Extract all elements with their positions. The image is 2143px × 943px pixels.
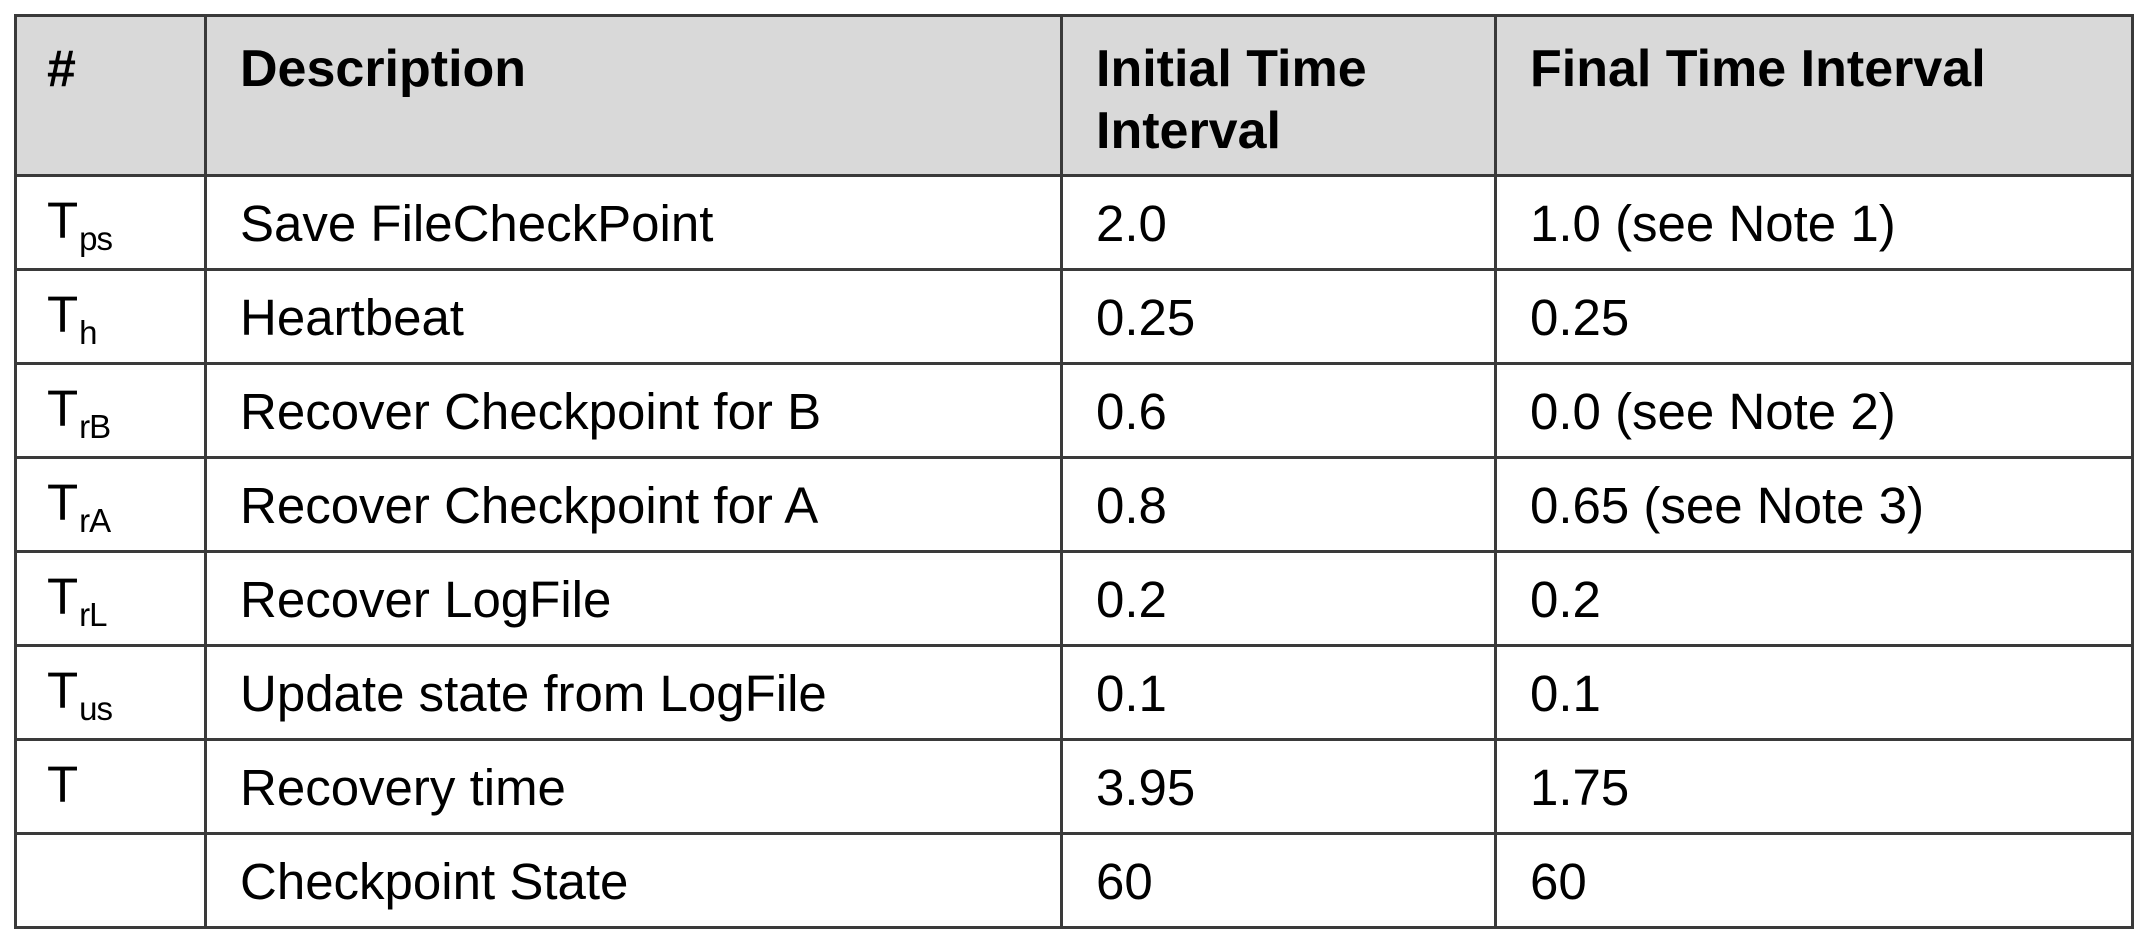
table-row: TrA Recover Checkpoint for A 0.8 0.65 (s… bbox=[14, 456, 2134, 553]
final-time-cell: 60 bbox=[1494, 832, 2134, 929]
symbol-cell bbox=[14, 832, 207, 929]
symbol-subscript: us bbox=[79, 689, 113, 727]
table-row: TrB Recover Checkpoint for B 0.6 0.0 (se… bbox=[14, 362, 2134, 459]
final-time-cell: 1.75 bbox=[1494, 738, 2134, 835]
final-time-cell: 0.1 bbox=[1494, 644, 2134, 741]
description-cell: Save FileCheckPoint bbox=[204, 174, 1063, 271]
table-row: Th Heartbeat 0.25 0.25 bbox=[14, 268, 2134, 365]
initial-time-cell: 0.2 bbox=[1060, 550, 1497, 647]
description-cell: Recovery time bbox=[204, 738, 1063, 835]
initial-time-cell: 2.0 bbox=[1060, 174, 1497, 271]
symbol-subscript: h bbox=[79, 313, 97, 351]
table-row: TrL Recover LogFile 0.2 0.2 bbox=[14, 550, 2134, 647]
symbol-base: T bbox=[47, 661, 79, 719]
description-cell: Checkpoint State bbox=[204, 832, 1063, 929]
final-time-cell: 0.25 bbox=[1494, 268, 2134, 365]
description-cell: Heartbeat bbox=[204, 268, 1063, 365]
initial-time-cell: 0.8 bbox=[1060, 456, 1497, 553]
column-header-number: # bbox=[14, 14, 207, 177]
symbol-cell: TrL bbox=[14, 550, 207, 647]
column-header-final-time: Final Time Interval bbox=[1494, 14, 2134, 177]
final-time-cell: 1.0 (see Note 1) bbox=[1494, 174, 2134, 271]
table-row: Checkpoint State 60 60 bbox=[14, 832, 2134, 929]
initial-time-cell: 0.25 bbox=[1060, 268, 1497, 365]
timing-table: # Description Initial Time Interval Fina… bbox=[14, 14, 2134, 929]
symbol-base: T bbox=[47, 567, 79, 625]
description-cell: Recover LogFile bbox=[204, 550, 1063, 647]
symbol-cell: Th bbox=[14, 268, 207, 365]
column-header-initial-time: Initial Time Interval bbox=[1060, 14, 1497, 177]
symbol-cell: TrA bbox=[14, 456, 207, 553]
initial-time-cell: 0.1 bbox=[1060, 644, 1497, 741]
symbol-subscript: rL bbox=[79, 595, 107, 633]
symbol-base: T bbox=[47, 379, 79, 437]
description-cell: Update state from LogFile bbox=[204, 644, 1063, 741]
symbol-cell: T bbox=[14, 738, 207, 835]
final-time-cell: 0.0 (see Note 2) bbox=[1494, 362, 2134, 459]
initial-time-cell: 3.95 bbox=[1060, 738, 1497, 835]
symbol-base: T bbox=[47, 285, 79, 343]
column-header-description: Description bbox=[204, 14, 1063, 177]
description-cell: Recover Checkpoint for A bbox=[204, 456, 1063, 553]
symbol-subscript: rB bbox=[79, 407, 111, 445]
description-cell: Recover Checkpoint for B bbox=[204, 362, 1063, 459]
timing-table-container: # Description Initial Time Interval Fina… bbox=[14, 14, 2134, 929]
table-row: Tus Update state from LogFile 0.1 0.1 bbox=[14, 644, 2134, 741]
final-time-cell: 0.65 (see Note 3) bbox=[1494, 456, 2134, 553]
symbol-cell: TrB bbox=[14, 362, 207, 459]
table-row: T Recovery time 3.95 1.75 bbox=[14, 738, 2134, 835]
symbol-subscript: rA bbox=[79, 501, 111, 539]
symbol-cell: Tus bbox=[14, 644, 207, 741]
initial-time-cell: 60 bbox=[1060, 832, 1497, 929]
symbol-base: T bbox=[47, 473, 79, 531]
table-row: Tps Save FileCheckPoint 2.0 1.0 (see Not… bbox=[14, 174, 2134, 271]
symbol-base: T bbox=[47, 191, 79, 249]
symbol-cell: Tps bbox=[14, 174, 207, 271]
table-header-row: # Description Initial Time Interval Fina… bbox=[14, 14, 2134, 177]
symbol-base: T bbox=[47, 755, 79, 813]
symbol-subscript: ps bbox=[79, 219, 113, 257]
initial-time-cell: 0.6 bbox=[1060, 362, 1497, 459]
final-time-cell: 0.2 bbox=[1494, 550, 2134, 647]
